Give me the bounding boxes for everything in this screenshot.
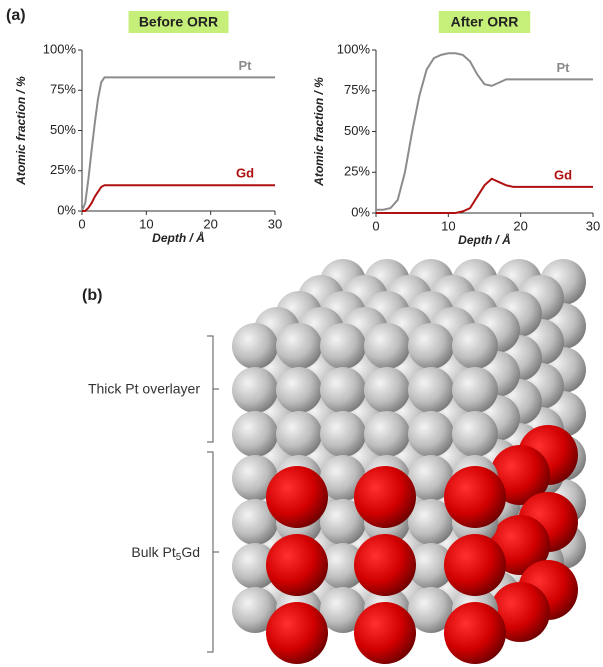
pt-atom (364, 367, 410, 413)
pt-atom (232, 411, 278, 457)
series-line (376, 52, 593, 211)
pt-atom (276, 323, 322, 369)
pt-atom (232, 543, 278, 589)
gd-atom (266, 466, 328, 528)
x-tick-label: 30 (586, 218, 600, 233)
pt-atom (320, 323, 366, 369)
pt-atom (364, 323, 410, 369)
y-tick-label: 75% (344, 82, 370, 97)
pt-atom (364, 411, 410, 457)
chart-title: After ORR (451, 14, 519, 30)
x-tick-label: 0 (372, 218, 379, 233)
series-label: Gd (554, 167, 572, 182)
x-tick-label: 30 (268, 216, 282, 231)
pt-atom (452, 411, 498, 457)
gd-atom (266, 534, 328, 596)
pt-atom (408, 411, 454, 457)
pt-atom (408, 455, 454, 501)
y-tick-label: 25% (344, 164, 370, 179)
x-tick-label: 10 (441, 218, 455, 233)
diagram-label: Thick Pt overlayer (88, 381, 200, 397)
pt-atom (452, 323, 498, 369)
pt-atom (320, 543, 366, 589)
gd-atom (354, 602, 416, 664)
pt-atom (276, 367, 322, 413)
series-line (82, 184, 275, 212)
pt-atom (320, 499, 366, 545)
y-tick-label: 0% (57, 202, 76, 217)
y-tick-label: 100% (337, 41, 371, 56)
pt-atom (408, 543, 454, 589)
x-axis-label: Depth / Å (152, 231, 205, 245)
gd-atom (444, 602, 506, 664)
y-axis-label: Atomic fraction / % (14, 76, 28, 186)
pt-atom (408, 587, 454, 633)
x-tick-label: 0 (78, 216, 85, 231)
y-tick-label: 75% (50, 82, 76, 97)
y-tick-label: 50% (50, 122, 76, 137)
gd-atom (444, 534, 506, 596)
pt-atom (320, 587, 366, 633)
pt-atom (232, 367, 278, 413)
pt-atom (320, 455, 366, 501)
y-tick-label: 50% (344, 123, 370, 138)
panel-label: (a) (6, 7, 26, 24)
gd-atom (266, 602, 328, 664)
pt-atom (232, 587, 278, 633)
crystal-model (232, 259, 586, 664)
series-label: Pt (239, 58, 253, 73)
bracket (207, 451, 219, 653)
diagram-label: Bulk Pt5Gd (131, 544, 200, 563)
y-tick-label: 0% (351, 204, 370, 219)
series-line (376, 177, 593, 214)
pt-atom (408, 499, 454, 545)
pt-atom (320, 411, 366, 457)
pt-atom (232, 499, 278, 545)
x-tick-label: 10 (139, 216, 153, 231)
pt-atom (232, 323, 278, 369)
pt-atom (276, 411, 322, 457)
gd-atom (354, 466, 416, 528)
x-tick-label: 20 (513, 218, 527, 233)
panel-label: (b) (82, 287, 102, 304)
series-label: Gd (236, 166, 254, 181)
title-highlight (128, 11, 229, 33)
pt-atom (320, 367, 366, 413)
series-line (81, 76, 275, 212)
bracket (207, 335, 219, 443)
y-tick-label: 100% (43, 41, 77, 56)
chart-title: Before ORR (139, 14, 218, 30)
pt-atom (408, 323, 454, 369)
title-highlight (438, 11, 531, 33)
pt-atom (408, 367, 454, 413)
series-label: Pt (557, 60, 571, 75)
gd-atom (354, 534, 416, 596)
gd-atom (444, 466, 506, 528)
y-tick-label: 25% (50, 162, 76, 177)
pt-atom (452, 367, 498, 413)
pt-atom (232, 455, 278, 501)
x-axis-label: Depth / Å (458, 233, 511, 247)
y-axis-label: Atomic fraction / % (312, 77, 326, 187)
x-tick-label: 20 (203, 216, 217, 231)
